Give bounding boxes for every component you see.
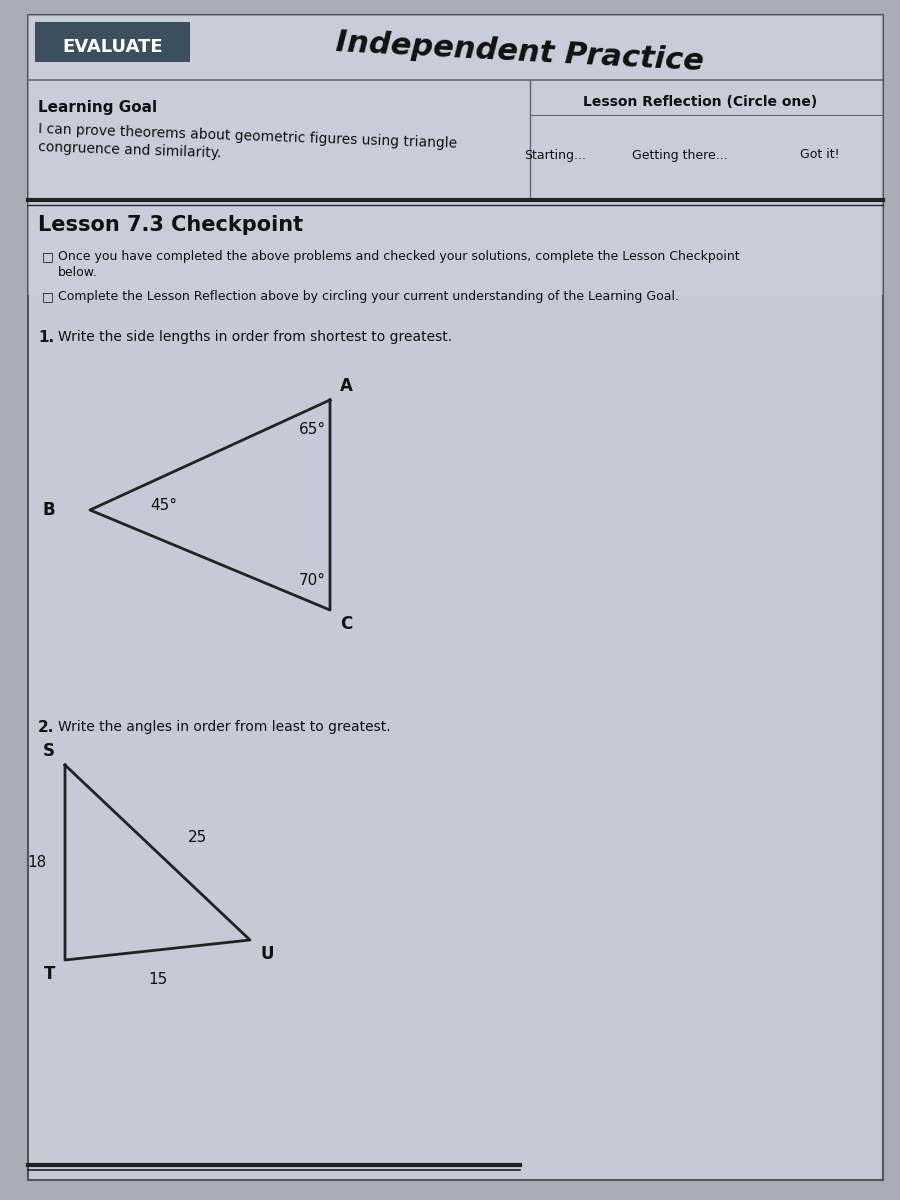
Text: 45°: 45° (150, 498, 177, 512)
Text: 15: 15 (148, 972, 167, 986)
Text: EVALUATE: EVALUATE (63, 38, 163, 56)
Text: B: B (42, 502, 55, 518)
Text: Starting...: Starting... (524, 149, 586, 162)
Text: 2.: 2. (38, 720, 54, 734)
Text: Once you have completed the above problems and checked your solutions, complete : Once you have completed the above proble… (58, 250, 740, 263)
Text: 25: 25 (187, 830, 207, 845)
Text: Write the angles in order from least to greatest.: Write the angles in order from least to … (58, 720, 391, 734)
Text: below.: below. (58, 266, 98, 278)
Text: S: S (43, 742, 55, 760)
Text: □: □ (42, 250, 54, 263)
Bar (35, 22, 190, 62)
Text: Write the side lengths in order from shortest to greatest.: Write the side lengths in order from sho… (58, 330, 452, 344)
Text: Learning Goal: Learning Goal (38, 100, 157, 115)
Text: Got it!: Got it! (800, 149, 840, 162)
Text: Lesson 7.3 Checkpoint: Lesson 7.3 Checkpoint (38, 215, 303, 235)
Text: □: □ (42, 290, 54, 302)
Text: congruence and similarity.: congruence and similarity. (38, 140, 221, 161)
Text: C: C (340, 614, 352, 634)
Text: I can prove theorems about geometric figures using triangle: I can prove theorems about geometric fig… (38, 122, 457, 151)
Text: Getting there...: Getting there... (632, 149, 728, 162)
Text: T: T (43, 965, 55, 983)
Text: 65°: 65° (299, 422, 326, 437)
Text: Complete the Lesson Reflection above by circling your current understanding of t: Complete the Lesson Reflection above by … (58, 290, 679, 302)
Text: U: U (260, 946, 274, 962)
Text: 18: 18 (28, 854, 47, 870)
Text: Independent Practice: Independent Practice (335, 28, 705, 76)
Bar (28, 14, 883, 295)
Text: 70°: 70° (299, 572, 326, 588)
Text: A: A (340, 377, 353, 395)
Text: 1.: 1. (38, 330, 54, 346)
Text: Lesson Reflection (Circle one): Lesson Reflection (Circle one) (583, 95, 817, 109)
